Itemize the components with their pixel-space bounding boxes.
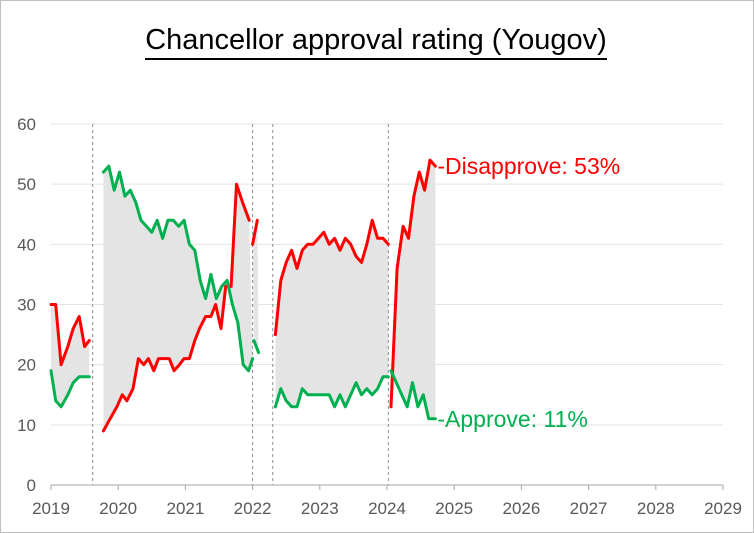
approve-line-segment-1	[49, 369, 91, 409]
chart-title-container: Chancellor approval rating (Yougov)	[0, 24, 752, 60]
approve-line-segment-2	[101, 164, 255, 373]
approve-end-label: -Approve: 11%	[437, 406, 587, 432]
shaded-area-2	[103, 166, 253, 431]
x-tick-label-2022: 2022	[234, 499, 272, 518]
vertical-markers	[92, 124, 389, 485]
axes: 0 10 20 30 40 50 60 2019 2020 2021 2022 2023 2024 202…	[17, 115, 742, 518]
disapprove-line-segment-3	[251, 218, 259, 246]
disapprove-line-segment-5	[389, 158, 437, 409]
disapprove-line-segment-1	[49, 303, 91, 367]
y-tick-label-10: 10	[17, 416, 36, 435]
x-tick-label-2028: 2028	[637, 499, 675, 518]
disapprove-line-segment-4	[273, 218, 390, 337]
approve-line-segment-4	[273, 375, 390, 409]
x-tick-label-2023: 2023	[301, 499, 339, 518]
shaded-area-5	[391, 160, 436, 419]
series-lines	[49, 158, 437, 433]
disapprove-line-segment-2	[101, 182, 251, 433]
x-tick-label-2020: 2020	[99, 499, 137, 518]
shaded-area-4	[275, 220, 389, 407]
y-tick-label-20: 20	[17, 356, 36, 375]
y-tick-label-50: 50	[17, 175, 36, 194]
y-tick-label-60: 60	[17, 115, 36, 134]
shaded-area-1	[51, 304, 90, 407]
x-tick-label-2026: 2026	[502, 499, 540, 518]
x-tick-label-2025: 2025	[435, 499, 473, 518]
x-tick-label-2019: 2019	[32, 499, 70, 518]
x-tick-label-2024: 2024	[368, 499, 406, 518]
approve-line-segment-3	[252, 339, 261, 355]
shaded-area-3	[252, 220, 259, 353]
x-tick-label-2029: 2029	[704, 499, 742, 518]
disapprove-end-label: -Disapprove: 53%	[437, 153, 620, 179]
series-labels: -Disapprove: 53% -Approve: 11%	[437, 153, 620, 432]
x-tick-label-2021: 2021	[166, 499, 204, 518]
chart-title: Chancellor approval rating (Yougov)	[145, 24, 607, 60]
shaded-areas	[51, 160, 436, 431]
x-tick-label-2027: 2027	[570, 499, 608, 518]
y-tick-label-30: 30	[17, 296, 36, 315]
approve-line-segment-5	[389, 369, 437, 421]
y-tick-label-40: 40	[17, 235, 36, 254]
y-tick-label-0: 0	[27, 476, 36, 495]
